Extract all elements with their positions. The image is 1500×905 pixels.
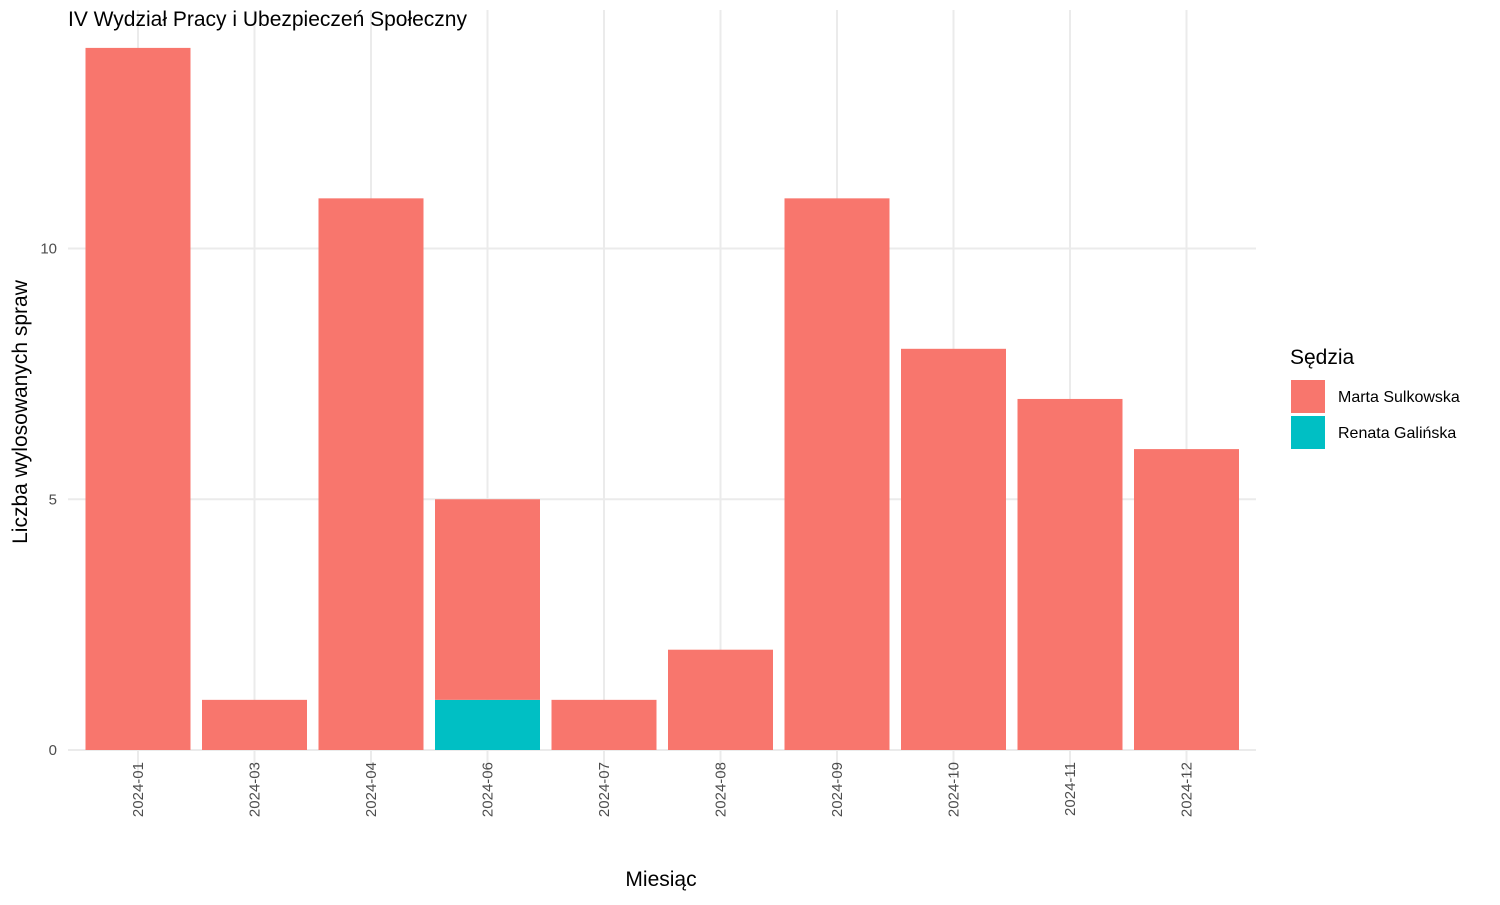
- bar-marta-sulkowska: [551, 699, 657, 750]
- x-tick-label: 2024-06: [480, 762, 497, 817]
- bar-marta-sulkowska: [435, 499, 540, 700]
- bar-marta-sulkowska: [1134, 449, 1239, 750]
- x-tick-label: 2024-11: [1062, 762, 1079, 816]
- x-tick-label: 2024-04: [363, 762, 380, 817]
- legend: Sędzia Marta Sulkowska Renata Galińska: [1290, 346, 1460, 449]
- legend-title: Sędzia: [1290, 346, 1355, 369]
- x-tick-label: 2024-08: [713, 762, 730, 817]
- bar-marta-sulkowska: [1017, 398, 1123, 750]
- bar-renata-gali-ska: [435, 699, 540, 750]
- y-tick-label: 5: [49, 491, 57, 508]
- chart-title: IV Wydział Pracy i Ubezpieczeń Społeczny: [68, 8, 467, 31]
- bars: [85, 47, 1239, 751]
- bar-marta-sulkowska: [85, 47, 191, 750]
- y-tick-label: 10: [40, 241, 57, 258]
- bar-marta-sulkowska: [318, 198, 424, 751]
- legend-label: Marta Sulkowska: [1338, 389, 1460, 406]
- legend-swatch: [1291, 380, 1325, 413]
- bar-marta-sulkowska: [901, 348, 1006, 750]
- y-tick-label: 0: [49, 742, 57, 759]
- bar-marta-sulkowska: [784, 198, 890, 751]
- x-tick-label: 2024-09: [829, 762, 846, 817]
- x-axis-ticks: 2024-01 2024-03 2024-04 2024-06 2024-07 2024-…: [130, 762, 1196, 817]
- x-tick-label: 2024-07: [596, 762, 613, 817]
- bar-marta-sulkowska: [668, 649, 773, 750]
- x-tick-label: 2024-03: [247, 762, 264, 817]
- bar-marta-sulkowska: [202, 699, 307, 750]
- x-tick-label: 2024-10: [946, 762, 963, 817]
- y-axis-ticks: 0 5 10: [40, 241, 57, 760]
- y-axis-title: Liczba wylosowanych spraw: [9, 279, 32, 544]
- x-axis-title: Miesiąc: [625, 868, 696, 891]
- x-tick-label: 2024-01: [130, 762, 147, 817]
- legend-items: Marta Sulkowska Renata Galińska: [1291, 380, 1460, 449]
- legend-swatch: [1291, 416, 1325, 449]
- x-tick-label: 2024-12: [1179, 762, 1196, 817]
- legend-label: Renata Galińska: [1338, 425, 1456, 442]
